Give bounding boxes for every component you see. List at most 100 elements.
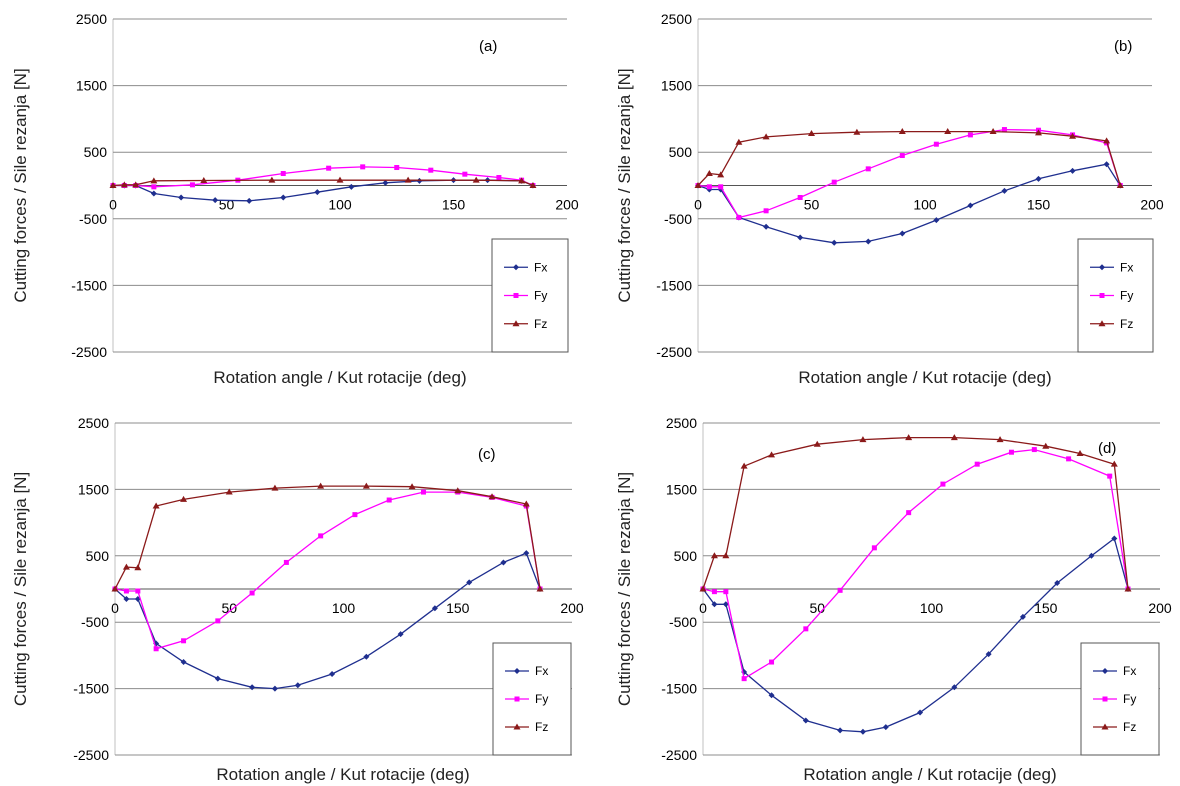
data-point xyxy=(837,727,844,734)
data-point xyxy=(363,653,370,660)
y-tick-label: -1500 xyxy=(73,681,109,697)
data-point xyxy=(906,510,912,516)
x-tick-label: 150 xyxy=(442,197,466,213)
y-tick-label: 1500 xyxy=(78,481,109,497)
x-tick-label: 200 xyxy=(1148,600,1172,616)
data-point xyxy=(797,234,804,241)
data-point xyxy=(397,631,404,638)
data-point xyxy=(153,646,159,652)
data-point xyxy=(500,559,507,566)
data-point xyxy=(134,564,142,571)
y-axis-title: Cutting forces / Sile rezanja [N] xyxy=(615,68,634,302)
data-point xyxy=(837,587,843,593)
data-point xyxy=(831,179,837,185)
data-point xyxy=(1019,613,1026,620)
data-point xyxy=(382,179,389,186)
x-tick-label: 0 xyxy=(109,197,117,213)
y-tick-label: -2500 xyxy=(661,747,697,763)
data-point xyxy=(135,588,141,594)
data-point xyxy=(314,189,321,196)
data-point xyxy=(768,692,775,699)
data-point xyxy=(362,482,370,489)
data-point xyxy=(711,601,718,608)
data-point xyxy=(933,217,940,224)
data-point xyxy=(249,590,255,596)
series-fx xyxy=(112,550,544,692)
legend-entry-fx: Fx xyxy=(1120,260,1133,274)
y-tick-label: 1500 xyxy=(661,78,692,94)
chart-panel-b: 2500 1500 500 -500 -1500 -2500 0 50 100 150 200 Cut… xyxy=(615,11,1164,387)
series-line-fz xyxy=(702,436,1129,590)
legend-entry-fz: Fz xyxy=(1123,720,1136,734)
data-point xyxy=(967,132,973,138)
data-point xyxy=(762,133,770,140)
data-point xyxy=(348,183,355,190)
legend-swatch-marker xyxy=(1099,264,1105,271)
data-point xyxy=(967,202,974,209)
data-point xyxy=(268,176,276,183)
data-point xyxy=(522,500,530,507)
data-point xyxy=(899,230,906,237)
legend-entry-fz: Fz xyxy=(534,317,547,331)
y-tick-label: -2500 xyxy=(71,344,107,360)
data-point xyxy=(150,177,158,184)
data-point xyxy=(280,194,287,201)
legend-entry-fy: Fy xyxy=(534,289,547,303)
data-point xyxy=(769,659,775,665)
y-tick-label: 1500 xyxy=(666,481,697,497)
x-tick-label: 150 xyxy=(1027,197,1051,213)
data-point xyxy=(768,451,776,458)
data-point xyxy=(189,182,195,188)
data-point xyxy=(710,552,718,559)
data-point xyxy=(152,502,160,509)
legend-entry-fy: Fy xyxy=(535,692,548,706)
series-fz xyxy=(109,176,537,188)
x-tick-label: 100 xyxy=(328,197,352,213)
data-point xyxy=(150,190,157,197)
data-point xyxy=(1124,585,1132,592)
data-point xyxy=(974,461,980,467)
data-point xyxy=(523,550,530,557)
x-tick-label: 200 xyxy=(560,600,584,616)
legend: Fx Fy Fz xyxy=(1080,642,1160,756)
data-point xyxy=(280,171,286,177)
data-point xyxy=(1088,552,1095,559)
data-point xyxy=(123,588,129,594)
data-point xyxy=(215,618,221,624)
x-axis-title: Rotation angle / Kut rotacije (deg) xyxy=(803,765,1056,784)
y-tick-label: -1500 xyxy=(661,681,697,697)
x-tick-label: 50 xyxy=(221,600,237,616)
data-point xyxy=(122,563,130,570)
y-tick-label: 500 xyxy=(674,548,698,564)
legend-swatch-marker xyxy=(514,696,520,702)
data-point xyxy=(717,171,725,178)
series-fz xyxy=(699,434,1132,592)
series-line-fy xyxy=(702,448,1129,680)
x-tick-label: 50 xyxy=(804,197,820,213)
data-point xyxy=(808,130,815,137)
legend-swatch-marker xyxy=(512,320,520,327)
series-line-fz xyxy=(112,179,534,187)
legend-entry-fy: Fy xyxy=(1123,692,1136,706)
data-point xyxy=(694,182,702,188)
data-point xyxy=(529,182,537,188)
series-line-fx xyxy=(702,537,1129,733)
legend-box xyxy=(1077,238,1154,353)
data-point xyxy=(1069,167,1076,174)
data-point xyxy=(246,197,253,204)
data-point xyxy=(1001,127,1007,133)
x-tick-label: 200 xyxy=(555,197,579,213)
data-point xyxy=(317,482,325,489)
x-axis-title: Rotation angle / Kut rotacije (deg) xyxy=(216,765,469,784)
data-point xyxy=(488,493,496,500)
data-point xyxy=(706,184,712,190)
x-tick-label: 100 xyxy=(332,600,356,616)
data-point xyxy=(711,589,717,595)
y-tick-label: -500 xyxy=(664,211,692,227)
legend-swatch-marker xyxy=(514,668,520,674)
data-point xyxy=(212,197,219,204)
data-point xyxy=(180,659,187,666)
data-point xyxy=(120,181,128,188)
y-tick-label: -500 xyxy=(669,614,697,630)
data-point xyxy=(1066,456,1072,462)
